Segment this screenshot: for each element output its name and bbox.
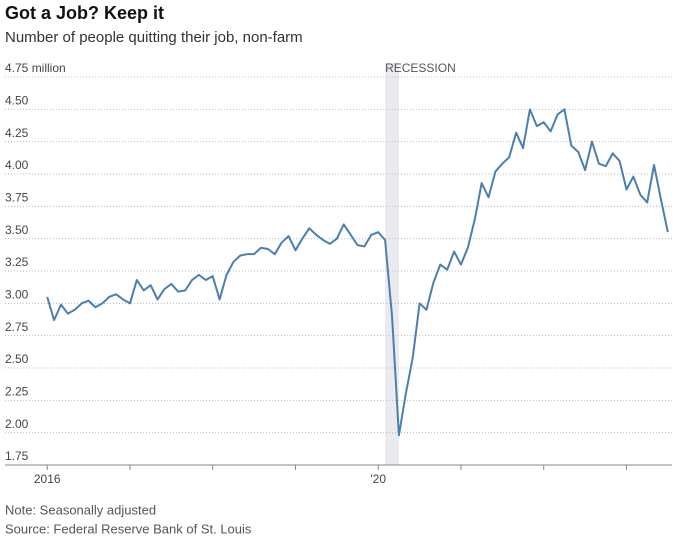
y-tick-label: 2.00	[5, 417, 29, 431]
plot-area: RECESSION 1.75 2.00 2.25 2.50 2.75 3.00 3.25 3.5…	[5, 61, 672, 486]
y-tick-label: 4.25	[5, 126, 29, 140]
y-tick-label: 3.50	[5, 223, 29, 237]
y-tick-label: 2.75	[5, 320, 29, 334]
y-tick-label: 4.75 million	[5, 61, 66, 75]
chart-title: Got a Job? Keep it	[5, 3, 164, 23]
note: Note: Seasonally adjusted	[5, 502, 156, 517]
y-tick-label: 4.00	[5, 158, 29, 172]
y-tick-label: 2.50	[5, 352, 29, 366]
data-line	[46, 108, 669, 437]
chart-subtitle: Number of people quitting their job, non…	[5, 29, 303, 46]
y-tick-label: 3.25	[5, 255, 29, 269]
x-tick-label: '20	[370, 472, 386, 486]
y-tick-label: 2.25	[5, 385, 29, 399]
y-tick-label: 3.00	[5, 288, 29, 302]
y-tick-label: 4.50	[5, 94, 29, 108]
y-tick-label: 3.75	[5, 191, 29, 205]
recession-label: RECESSION	[385, 61, 456, 75]
source: Source: Federal Reserve Bank of St. Loui…	[5, 521, 252, 536]
y-tick-label: 1.75	[5, 449, 29, 463]
x-tick-label: 2016	[34, 472, 61, 486]
